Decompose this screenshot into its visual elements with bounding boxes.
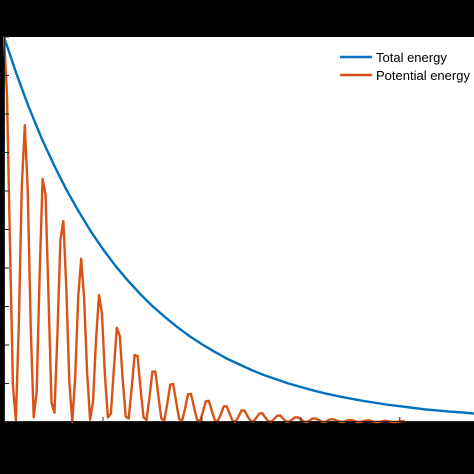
x-tick-label: 2: [99, 429, 107, 445]
x-tick-labels: 0 2 4 6 8: [4, 429, 404, 445]
legend-box: [334, 44, 474, 86]
x-tick-label: 0: [4, 429, 12, 445]
x-axis-title: Time (ps): [219, 450, 282, 467]
x-tick-label: 6: [297, 429, 305, 445]
series-line-total-energy: [2, 36, 474, 415]
x-tick-label: 8: [396, 429, 404, 445]
legend-label-potential-energy: Potential energy: [376, 68, 470, 83]
legend-label-total-energy: Total energy: [376, 50, 447, 65]
x-tick-label: 4: [198, 429, 206, 445]
legend: Total energy Potential energy: [334, 44, 474, 86]
plot-area: [4, 37, 474, 422]
